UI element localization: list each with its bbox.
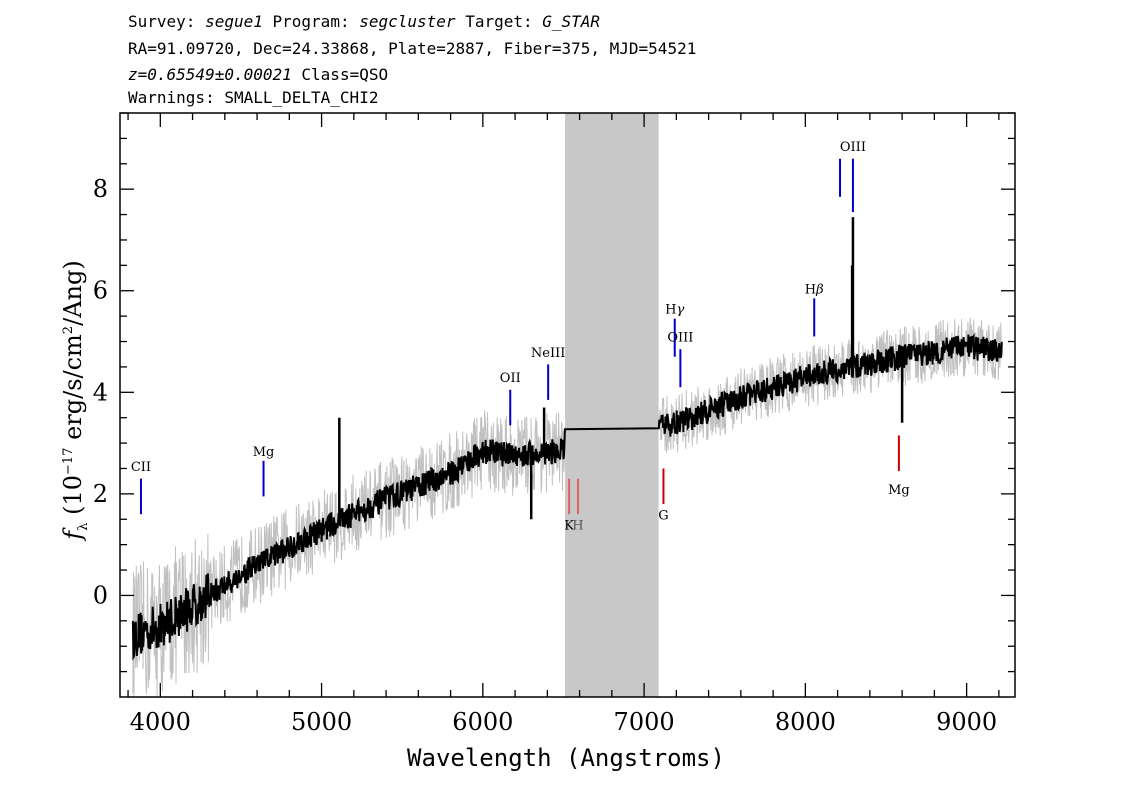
x-tick-label: 8000 [775, 708, 836, 736]
flux-smoothed-series [131, 332, 1003, 661]
header-line-3: z=0.65549±0.00021 Class=QSO [128, 65, 388, 84]
y-axis-exponent: −17 [61, 447, 77, 476]
emission-line-label: Hγ [665, 303, 684, 318]
header-line-1: Survey: segue1 Program: segcluster Targe… [128, 12, 600, 31]
y-tick-label: 8 [93, 175, 108, 203]
x-tick-label: 9000 [936, 708, 997, 736]
survey-value: segue1 [205, 12, 263, 31]
plot-frame [119, 112, 1016, 698]
y-axis-unit-prefix: (10 [59, 475, 88, 515]
x-tick-label: 5000 [291, 708, 352, 736]
y-tick-label: 4 [93, 378, 108, 406]
emission-line-label: CII [131, 460, 151, 475]
absorption-line-label: Mg [888, 483, 910, 498]
x-axis-title: Wavelength (Angstroms) [407, 744, 725, 772]
y-axis-unit-mid: erg/s/cm [59, 334, 88, 440]
y-axis-symbol: f [59, 530, 88, 540]
object-class: Class=QSO [301, 65, 389, 84]
emission-line-label: NeIII [531, 346, 565, 361]
redshift: z=0.65549±0.00021 [128, 65, 292, 84]
emission-line-label: OIII [667, 331, 693, 346]
y-tick-label: 6 [93, 277, 108, 305]
emission-line-label: Hβ [805, 282, 824, 297]
absorption-line-label: G [658, 508, 668, 523]
x-tick-label: 4000 [130, 708, 191, 736]
program-value: segcluster [359, 12, 456, 31]
y-axis-area-exponent: 2 [61, 325, 77, 335]
target-label: Target: [465, 12, 533, 31]
x-tick-label: 7000 [614, 708, 675, 736]
emission-line-label: Mg [253, 445, 275, 460]
x-tick-label: 6000 [452, 708, 513, 736]
program-label: Program: [272, 12, 350, 31]
absorption-line-label: K [564, 518, 574, 533]
absorption-line-label: H [572, 518, 583, 533]
header-warnings: Warnings: SMALL_DELTA_CHI2 [128, 88, 379, 107]
masked-region [565, 113, 659, 697]
y-axis-subscript: λ [75, 522, 91, 531]
emission-line-label: OIII [840, 140, 866, 155]
y-tick-label: 2 [93, 480, 108, 508]
target-value: G_STAR [542, 12, 601, 31]
y-axis-unit-suffix: /Ang) [59, 260, 88, 326]
survey-label: Survey: [128, 12, 196, 31]
y-axis-title: fλ (10−17 erg/s/cm2/Ang) [59, 260, 91, 539]
header-line-2: RA=91.09720, Dec=24.33868, Plate=2887, F… [128, 39, 697, 58]
emission-line-label: OII [500, 371, 521, 386]
y-tick-label: 0 [93, 581, 108, 609]
